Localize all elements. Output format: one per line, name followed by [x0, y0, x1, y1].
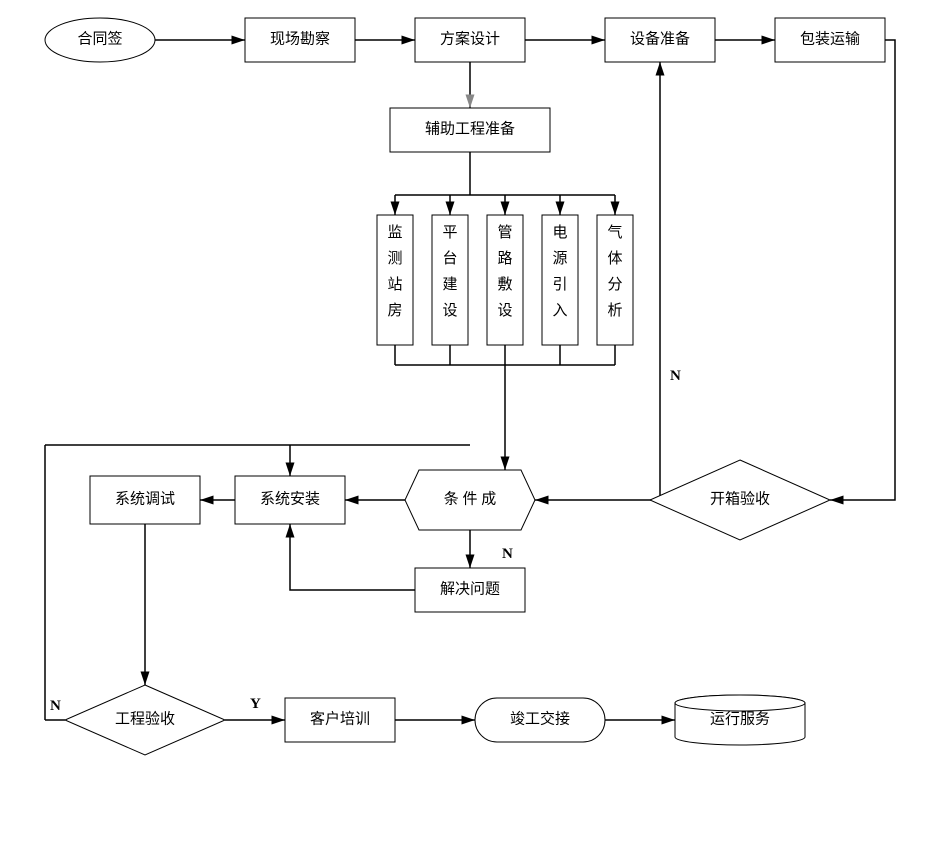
- node-accept: 工程验收: [65, 685, 225, 755]
- node-label: 电: [552, 224, 567, 241]
- node-label: 测: [387, 250, 402, 267]
- node-survey: 现场勘察: [245, 18, 355, 62]
- node-label: 运行服务: [710, 710, 770, 727]
- node-label: 开箱验收: [710, 490, 770, 507]
- node-solve: 解决问题: [415, 568, 525, 612]
- node-label: 系统调试: [115, 490, 175, 507]
- node-v5: 气体分析: [597, 215, 633, 345]
- node-pack: 包装运输: [775, 18, 885, 62]
- edge-label: N: [50, 698, 61, 714]
- edge-label: Y: [250, 696, 261, 712]
- node-contract: 合同签: [45, 18, 155, 62]
- flowchart-canvas: 合同签现场勘察方案设计设备准备包装运输辅助工程准备监测站房平台建设管路敷设电源引…: [0, 0, 930, 852]
- node-label: 设: [497, 302, 512, 319]
- node-label: 源: [552, 250, 567, 267]
- node-label: 引: [552, 276, 567, 293]
- node-label: 辅助工程准备: [425, 120, 515, 137]
- node-label: 建: [442, 276, 457, 293]
- node-label: 设备准备: [630, 30, 690, 47]
- node-label: 现场勘察: [270, 29, 330, 47]
- node-label: 包装运输: [800, 30, 860, 47]
- node-v1: 监测站房: [377, 215, 413, 345]
- edge-label: N: [502, 546, 513, 562]
- node-label: 房: [387, 302, 402, 319]
- node-debug: 系统调试: [90, 476, 200, 524]
- node-label: 合同签: [77, 30, 122, 47]
- node-label: 析: [607, 302, 622, 319]
- node-label: 监: [387, 224, 402, 241]
- node-label: 路: [497, 250, 512, 267]
- node-label: 客户培训: [310, 710, 370, 727]
- node-label: 体: [607, 250, 622, 267]
- node-unbox: 开箱验收: [650, 460, 830, 540]
- node-v3: 管路敷设: [487, 215, 523, 345]
- node-design: 方案设计: [415, 18, 525, 62]
- node-v2: 平台建设: [432, 215, 468, 345]
- node-cond: 条 件 成: [405, 470, 535, 530]
- node-equip: 设备准备: [605, 18, 715, 62]
- node-label: 平: [442, 225, 457, 241]
- node-v4: 电源引入: [542, 215, 578, 345]
- nodes-layer: 合同签现场勘察方案设计设备准备包装运输辅助工程准备监测站房平台建设管路敷设电源引…: [45, 18, 885, 755]
- node-aux: 辅助工程准备: [390, 108, 550, 152]
- node-label: 站: [387, 276, 402, 293]
- node-label: 工程验收: [115, 710, 175, 727]
- node-label: 条 件 成: [444, 490, 497, 507]
- node-label: 方案设计: [440, 29, 500, 47]
- node-label: 设: [442, 302, 457, 319]
- node-train: 客户培训: [285, 698, 395, 742]
- node-label: 分: [607, 276, 622, 293]
- node-label: 系统安装: [260, 490, 320, 507]
- node-label: 气: [607, 224, 622, 241]
- node-service: 运行服务: [675, 695, 805, 745]
- node-handover: 竣工交接: [475, 698, 605, 742]
- node-label: 竣工交接: [510, 709, 570, 727]
- node-label: 入: [552, 303, 567, 319]
- node-label: 敷: [497, 275, 512, 293]
- node-label: 解决问题: [440, 580, 500, 597]
- node-install: 系统安装: [235, 476, 345, 524]
- edge-label: N: [670, 368, 681, 384]
- node-label: 台: [442, 250, 457, 267]
- node-label: 管: [497, 224, 512, 241]
